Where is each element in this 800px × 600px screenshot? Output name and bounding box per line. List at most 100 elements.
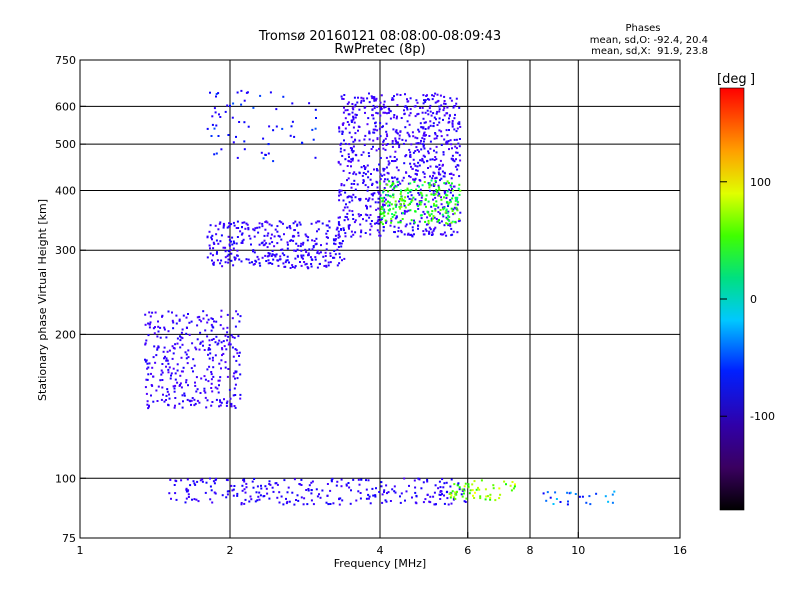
data-point: [191, 498, 193, 501]
data-point: [310, 489, 313, 491]
data-point: [427, 127, 430, 130]
data-point: [350, 182, 353, 185]
data-point: [231, 346, 234, 349]
data-point: [552, 503, 555, 505]
data-point: [412, 196, 415, 199]
data-point: [285, 259, 288, 262]
data-point: [367, 186, 370, 189]
data-point: [342, 199, 345, 202]
data-point: [261, 225, 264, 228]
data-point: [210, 373, 213, 376]
data-point: [452, 159, 455, 162]
data-point: [219, 399, 221, 402]
data-point: [405, 171, 408, 174]
data-point: [443, 502, 446, 505]
data-point: [286, 491, 289, 494]
data-point: [371, 97, 374, 100]
data-point: [378, 147, 381, 150]
data-point: [446, 190, 449, 193]
data-point: [388, 109, 391, 112]
data-point: [399, 207, 402, 210]
data-point: [216, 251, 218, 254]
data-point: [436, 110, 439, 113]
data-point: [433, 228, 436, 231]
data-point: [165, 336, 168, 339]
data-point: [454, 220, 457, 223]
data-point: [397, 169, 400, 172]
data-point: [382, 208, 385, 211]
data-point: [428, 182, 431, 185]
data-point: [443, 207, 446, 210]
data-point: [261, 256, 264, 259]
data-point: [340, 142, 343, 145]
data-point: [434, 180, 437, 182]
data-point: [442, 175, 445, 178]
data-point: [263, 243, 266, 246]
data-point: [455, 130, 458, 133]
data-point: [342, 111, 345, 114]
data-point: [411, 229, 414, 232]
data-point: [380, 94, 383, 97]
data-point: [391, 180, 394, 183]
data-point: [389, 117, 392, 120]
data-point: [435, 112, 438, 115]
data-point: [387, 107, 390, 110]
data-point: [456, 127, 459, 130]
data-point: [381, 200, 384, 203]
data-point: [461, 495, 464, 498]
data-point: [172, 347, 175, 349]
data-point: [421, 159, 424, 162]
data-point: [371, 108, 374, 111]
data-point: [187, 384, 189, 387]
data-point: [431, 210, 434, 213]
data-point: [243, 502, 246, 505]
data-point: [173, 387, 176, 390]
data-point: [168, 366, 171, 369]
data-point: [376, 186, 379, 189]
data-point: [399, 94, 402, 96]
data-point: [453, 483, 456, 486]
data-point: [288, 500, 291, 503]
data-point: [439, 94, 442, 97]
data-point: [333, 250, 336, 252]
data-point: [367, 117, 370, 120]
data-point: [369, 233, 372, 236]
data-point: [368, 197, 371, 200]
data-point: [414, 491, 417, 494]
data-point: [211, 501, 214, 504]
data-point: [419, 188, 422, 191]
data-point: [364, 134, 367, 137]
data-point: [376, 169, 378, 172]
data-point: [269, 237, 272, 240]
data-point: [424, 228, 427, 231]
data-point: [373, 107, 376, 110]
data-point: [339, 216, 341, 219]
data-point: [331, 477, 334, 480]
data-point: [382, 140, 385, 143]
data-point: [220, 401, 223, 404]
data-point: [434, 101, 437, 104]
data-point: [362, 171, 365, 174]
data-point: [416, 165, 419, 168]
x-axis-label: Frequency [MHz]: [334, 557, 426, 570]
data-point: [434, 133, 437, 136]
data-point: [382, 103, 385, 106]
data-point: [315, 237, 318, 240]
data-point: [273, 235, 276, 238]
data-point: [437, 194, 440, 197]
data-point: [370, 173, 372, 175]
data-point: [409, 182, 412, 185]
data-point: [425, 205, 427, 208]
data-point: [167, 368, 170, 371]
data-point: [310, 258, 313, 261]
data-point: [243, 488, 246, 491]
data-point: [385, 122, 388, 125]
data-point: [368, 130, 371, 133]
data-point: [334, 253, 337, 256]
data-point: [219, 404, 222, 407]
data-point: [440, 104, 443, 107]
data-point: [262, 137, 265, 140]
data-point: [185, 326, 188, 329]
data-point: [268, 125, 271, 128]
data-point: [211, 123, 214, 126]
